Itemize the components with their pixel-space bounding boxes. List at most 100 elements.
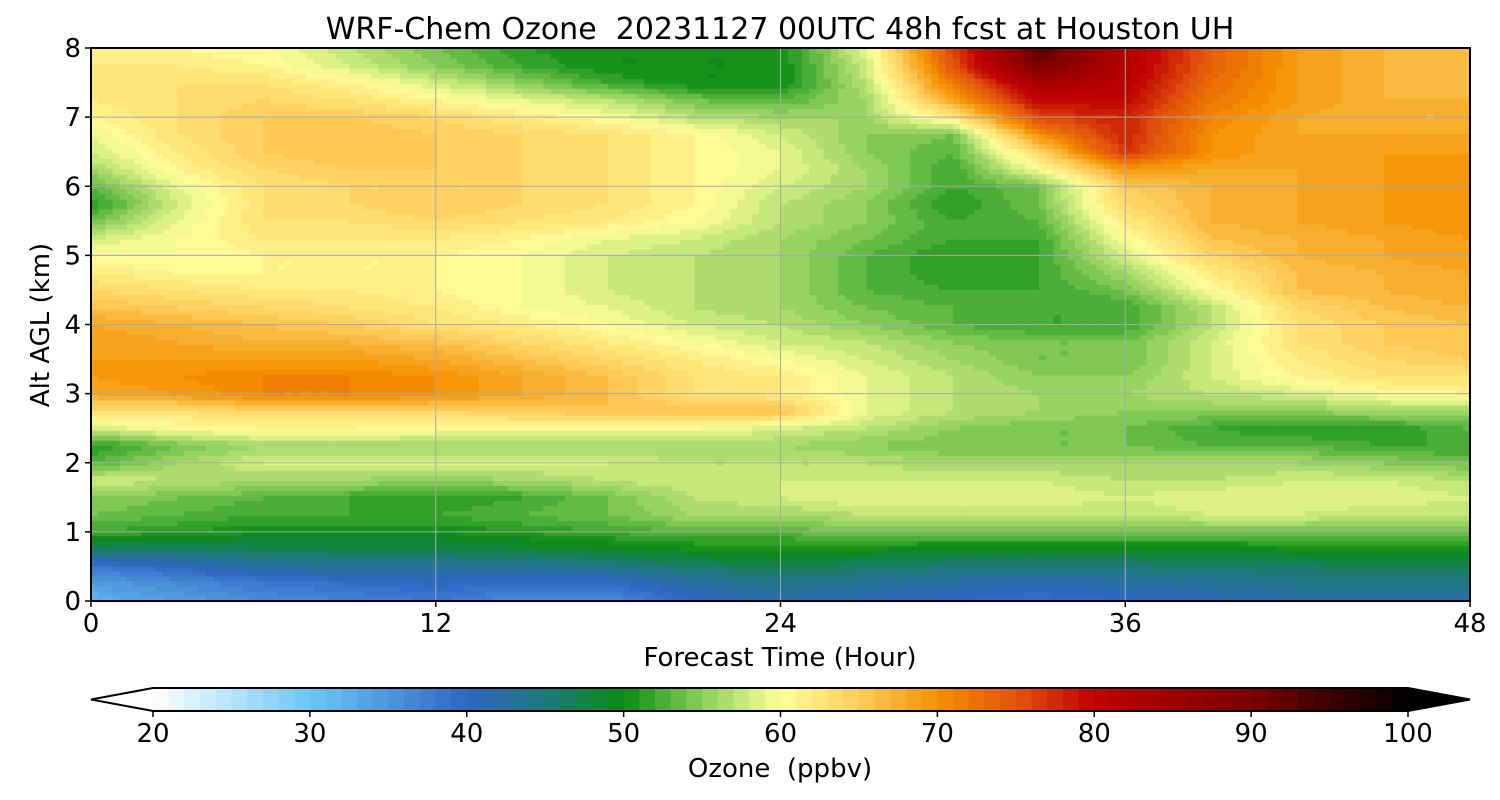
- contour-cell: [1276, 495, 1284, 501]
- contour-cell: [701, 591, 709, 597]
- contour-cell: [903, 571, 911, 577]
- contour-cell: [91, 586, 99, 592]
- contour-cell: [184, 526, 192, 532]
- contour-cell: [666, 511, 674, 517]
- contour-cell: [1176, 521, 1184, 527]
- contour-cell: [271, 521, 279, 527]
- contour-cell: [457, 505, 465, 511]
- contour-cell: [637, 490, 645, 496]
- contour-cell: [1434, 495, 1442, 501]
- contour-cell: [98, 581, 106, 587]
- contour-cell: [1384, 475, 1392, 481]
- contour-cell: [1334, 586, 1342, 592]
- contour-cell: [1305, 536, 1313, 542]
- contour-cell: [508, 566, 516, 572]
- contour-cell: [1039, 566, 1047, 572]
- contour-cell: [177, 526, 185, 532]
- contour-cell: [1355, 500, 1363, 506]
- contour-cell: [1089, 566, 1097, 572]
- contour-cell: [1197, 490, 1205, 496]
- contour-cell: [651, 591, 659, 597]
- contour-cell: [529, 586, 537, 592]
- contour-cell: [134, 576, 142, 582]
- contour-cell: [98, 470, 106, 476]
- contour-cell: [536, 485, 544, 491]
- contour-cell: [917, 500, 925, 506]
- contour-cell: [781, 516, 789, 522]
- contour-cell: [371, 551, 379, 557]
- contour-cell: [213, 561, 221, 567]
- contour-cell: [1262, 521, 1270, 527]
- contour-cell: [1298, 526, 1306, 532]
- contour-cell: [1398, 490, 1406, 496]
- contour-cell: [666, 490, 674, 496]
- contour-cell: [314, 516, 322, 522]
- contour-cell: [522, 526, 530, 532]
- contour-cell: [227, 546, 235, 552]
- contour-cell: [1398, 581, 1406, 587]
- contour-cell: [816, 536, 824, 542]
- contour-cell: [1405, 470, 1413, 476]
- contour-cell: [989, 551, 997, 557]
- contour-cell: [1204, 546, 1212, 552]
- contour-cell: [1140, 571, 1148, 577]
- contour-cell: [321, 480, 329, 486]
- contour-cell: [888, 475, 896, 481]
- contour-cell: [1226, 521, 1234, 527]
- contour-cell: [895, 561, 903, 567]
- contour-cell: [127, 526, 135, 532]
- contour-cell: [615, 581, 623, 587]
- contour-cell: [1247, 536, 1255, 542]
- contour-cell: [673, 586, 681, 592]
- contour-cell: [1039, 586, 1047, 592]
- contour-cell: [644, 536, 652, 542]
- contour-cell: [888, 490, 896, 496]
- contour-cell: [113, 495, 121, 501]
- contour-cell: [816, 526, 824, 532]
- contour-cell: [235, 480, 243, 486]
- contour-cell: [1247, 470, 1255, 476]
- contour-cell: [249, 516, 257, 522]
- contour-cell: [1369, 521, 1377, 527]
- contour-cell: [1434, 556, 1442, 562]
- contour-cell: [508, 500, 516, 506]
- contour-cell: [335, 521, 343, 527]
- contour-cell: [1204, 495, 1212, 501]
- contour-cell: [127, 571, 135, 577]
- contour-cell: [1456, 541, 1464, 547]
- contour-cell: [443, 566, 451, 572]
- contour-cell: [1240, 495, 1248, 501]
- contour-cell: [1075, 561, 1083, 567]
- contour-cell: [860, 561, 868, 567]
- contour-cell: [982, 576, 990, 582]
- contour-cell: [838, 511, 846, 517]
- contour-cell: [1362, 521, 1370, 527]
- contour-cell: [960, 541, 968, 547]
- contour-cell: [903, 541, 911, 547]
- contour-cell: [1097, 475, 1105, 481]
- contour-cell: [558, 485, 566, 491]
- contour-cell: [1341, 521, 1349, 527]
- contour-cell: [1082, 546, 1090, 552]
- contour-cell: [385, 581, 393, 587]
- contour-cell: [1262, 505, 1270, 511]
- contour-cell: [1089, 516, 1097, 522]
- contour-cell: [1075, 505, 1083, 511]
- contour-cell: [1326, 571, 1334, 577]
- contour-cell: [1420, 586, 1428, 592]
- contour-cell: [960, 566, 968, 572]
- contour-cell: [357, 556, 365, 562]
- contour-cell: [242, 536, 250, 542]
- contour-cell: [1405, 490, 1413, 496]
- contour-cell: [967, 551, 975, 557]
- contour-cell: [1290, 485, 1298, 491]
- contour-cell: [407, 505, 415, 511]
- contour-cell: [1018, 475, 1026, 481]
- contour-cell: [342, 500, 350, 506]
- contour-cell: [1283, 576, 1291, 582]
- contour-cell: [493, 475, 501, 481]
- contour-cell: [716, 566, 724, 572]
- contour-cell: [220, 541, 228, 547]
- contour-cell: [515, 500, 523, 506]
- contour-cell: [1348, 521, 1356, 527]
